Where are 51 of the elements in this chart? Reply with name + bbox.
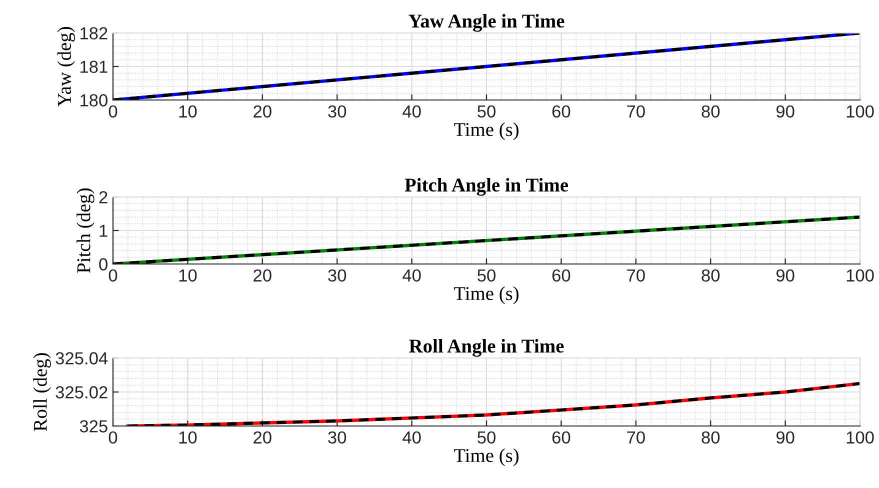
x-axis-title: Time (s) xyxy=(454,448,519,466)
x-tick-label: 100 xyxy=(846,105,874,118)
x-tick-label: 40 xyxy=(402,269,421,282)
x-tick-label: 70 xyxy=(627,269,645,282)
x-tick-label: 50 xyxy=(478,269,496,282)
y-tick-label: 1 xyxy=(100,224,108,237)
x-tick-label: 100 xyxy=(846,269,874,282)
x-tick-label: 90 xyxy=(776,269,794,282)
x-tick-label: 50 xyxy=(478,431,496,444)
x-tick-label: 30 xyxy=(328,105,346,118)
x-tick-label: 80 xyxy=(702,431,720,444)
x-tick-label: 0 xyxy=(108,105,118,118)
y-tick-label: 181 xyxy=(80,60,108,73)
x-tick-label: 10 xyxy=(179,431,197,444)
x-tick-label: 70 xyxy=(627,431,645,444)
x-tick-label: 0 xyxy=(108,431,118,444)
x-tick-label: 30 xyxy=(328,431,346,444)
x-tick-label: 90 xyxy=(776,105,794,118)
x-tick-label: 80 xyxy=(702,105,720,118)
x-tick-label: 40 xyxy=(402,105,421,118)
y-tick-label: 325.02 xyxy=(56,386,108,398)
y-tick-label: 0 xyxy=(99,258,108,270)
x-tick-label: 0 xyxy=(108,269,118,282)
x-axis-title: Time (s) xyxy=(454,122,519,140)
x-axis-title: Time (s) xyxy=(454,286,519,304)
y-tick-label: 2 xyxy=(99,191,108,204)
x-tick-label: 10 xyxy=(179,105,197,118)
x-tick-label: 60 xyxy=(552,431,570,444)
y-axis-title: Roll (deg) xyxy=(33,353,51,432)
x-tick-label: 30 xyxy=(328,269,346,282)
y-axis-title: Yaw (deg) xyxy=(57,27,76,107)
y-tick-label: 182 xyxy=(80,27,108,40)
y-tick-label: 325.04 xyxy=(56,352,108,364)
x-tick-label: 20 xyxy=(254,431,272,444)
x-tick-label: 80 xyxy=(702,269,720,282)
x-tick-label: 40 xyxy=(402,431,421,444)
x-tick-label: 60 xyxy=(552,105,570,118)
y-axis-title: Pitch (deg) xyxy=(76,188,94,273)
chart-title: Yaw Angle in Time xyxy=(408,14,564,32)
x-tick-label: 20 xyxy=(254,105,272,118)
x-tick-label: 70 xyxy=(627,105,645,118)
x-tick-label: 100 xyxy=(846,431,874,444)
chart-title: Pitch Angle in Time xyxy=(404,178,568,196)
y-tick-label: 180 xyxy=(80,94,108,106)
chart-title: Roll Angle in Time xyxy=(409,338,564,357)
x-tick-label: 10 xyxy=(179,269,197,282)
x-tick-label: 50 xyxy=(478,105,496,118)
x-tick-label: 60 xyxy=(552,269,570,282)
y-tick-label: 325 xyxy=(80,420,108,432)
x-tick-label: 90 xyxy=(776,431,794,444)
x-tick-label: 20 xyxy=(254,269,272,282)
